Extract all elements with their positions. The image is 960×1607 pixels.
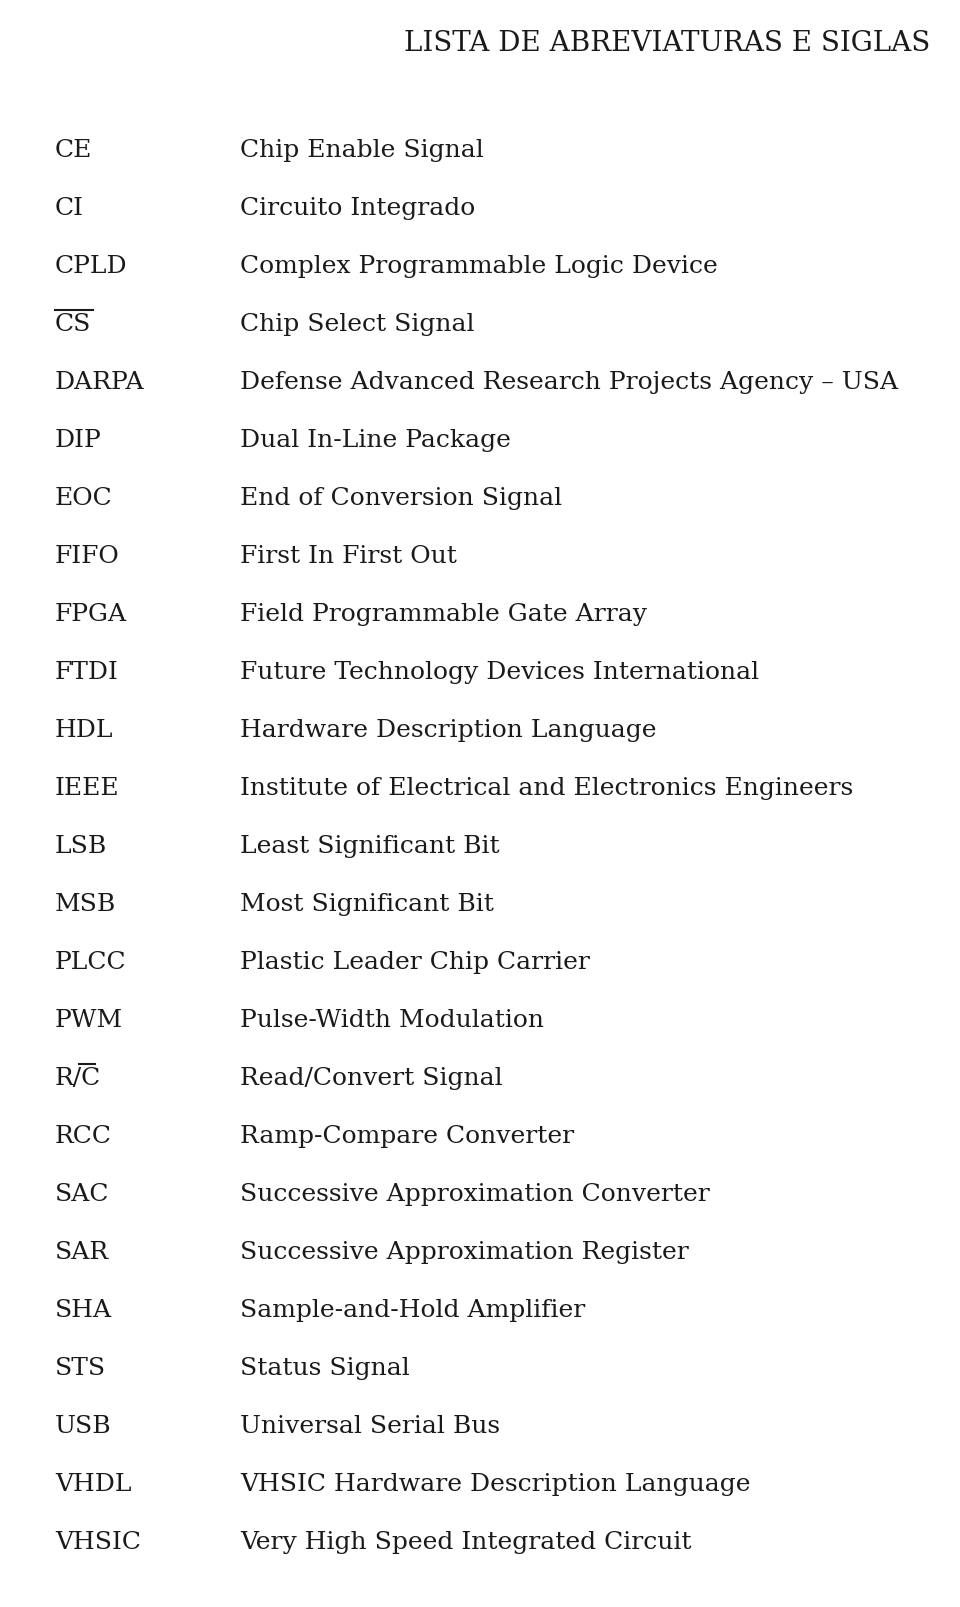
Text: Sample-and-Hold Amplifier: Sample-and-Hold Amplifier	[240, 1298, 586, 1323]
Text: Complex Programmable Logic Device: Complex Programmable Logic Device	[240, 256, 718, 278]
Text: CPLD: CPLD	[55, 256, 128, 278]
Text: CE: CE	[55, 138, 92, 162]
Text: SAR: SAR	[55, 1241, 109, 1263]
Text: Future Technology Devices International: Future Technology Devices International	[240, 660, 759, 685]
Text: USB: USB	[55, 1414, 111, 1438]
Text: VHDL: VHDL	[55, 1472, 132, 1496]
Text: EOC: EOC	[55, 487, 112, 509]
Text: End of Conversion Signal: End of Conversion Signal	[240, 487, 563, 509]
Text: FPGA: FPGA	[55, 603, 127, 625]
Text: R/C: R/C	[55, 1067, 101, 1090]
Text: Circuito Integrado: Circuito Integrado	[240, 196, 475, 220]
Text: Least Significant Bit: Least Significant Bit	[240, 834, 499, 858]
Text: First In First Out: First In First Out	[240, 545, 457, 567]
Text: PLCC: PLCC	[55, 951, 127, 974]
Text: Status Signal: Status Signal	[240, 1356, 410, 1380]
Text: SAC: SAC	[55, 1183, 109, 1205]
Text: LISTA DE ABREVIATURAS E SIGLAS: LISTA DE ABREVIATURAS E SIGLAS	[404, 31, 930, 56]
Text: RCC: RCC	[55, 1125, 112, 1147]
Text: Successive Approximation Register: Successive Approximation Register	[240, 1241, 688, 1263]
Text: Most Significant Bit: Most Significant Bit	[240, 893, 493, 916]
Text: SHA: SHA	[55, 1298, 112, 1323]
Text: LSB: LSB	[55, 834, 108, 858]
Text: MSB: MSB	[55, 893, 116, 916]
Text: Very High Speed Integrated Circuit: Very High Speed Integrated Circuit	[240, 1531, 691, 1554]
Text: Ramp-Compare Converter: Ramp-Compare Converter	[240, 1125, 574, 1147]
Text: Plastic Leader Chip Carrier: Plastic Leader Chip Carrier	[240, 951, 589, 974]
Text: STS: STS	[55, 1356, 107, 1380]
Text: FIFO: FIFO	[55, 545, 120, 567]
Text: VHSIC: VHSIC	[55, 1531, 141, 1554]
Text: DARPA: DARPA	[55, 371, 145, 394]
Text: Field Programmable Gate Array: Field Programmable Gate Array	[240, 603, 647, 625]
Text: IEEE: IEEE	[55, 776, 120, 800]
Text: Chip Select Signal: Chip Select Signal	[240, 313, 474, 336]
Text: Defense Advanced Research Projects Agency – USA: Defense Advanced Research Projects Agenc…	[240, 371, 899, 394]
Text: Dual In-Line Package: Dual In-Line Package	[240, 429, 511, 452]
Text: Successive Approximation Converter: Successive Approximation Converter	[240, 1183, 709, 1205]
Text: Universal Serial Bus: Universal Serial Bus	[240, 1414, 500, 1438]
Text: CS: CS	[55, 313, 91, 336]
Text: VHSIC Hardware Description Language: VHSIC Hardware Description Language	[240, 1472, 751, 1496]
Text: Hardware Description Language: Hardware Description Language	[240, 718, 657, 742]
Text: Institute of Electrical and Electronics Engineers: Institute of Electrical and Electronics …	[240, 776, 853, 800]
Text: Chip Enable Signal: Chip Enable Signal	[240, 138, 484, 162]
Text: DIP: DIP	[55, 429, 102, 452]
Text: FTDI: FTDI	[55, 660, 119, 685]
Text: PWM: PWM	[55, 1009, 123, 1032]
Text: CI: CI	[55, 196, 84, 220]
Text: HDL: HDL	[55, 718, 113, 742]
Text: Read/Convert Signal: Read/Convert Signal	[240, 1067, 503, 1090]
Text: Pulse-Width Modulation: Pulse-Width Modulation	[240, 1009, 544, 1032]
